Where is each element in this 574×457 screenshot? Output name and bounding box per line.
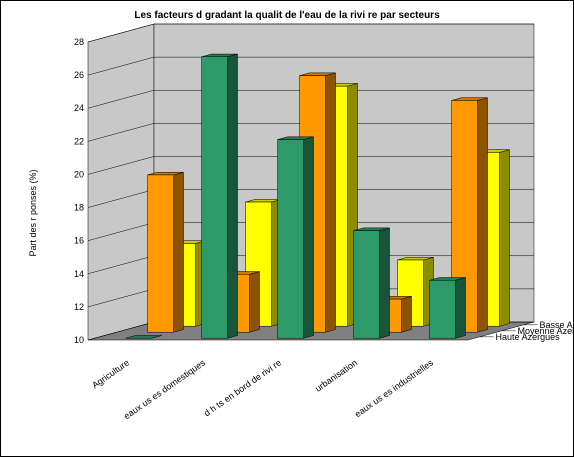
y-tick-label: 24 (74, 103, 84, 113)
y-tick-label: 22 (74, 136, 84, 146)
bar-side (455, 277, 466, 339)
bar (353, 230, 380, 339)
y-axis-label: Part des r ponses (%) (28, 169, 38, 256)
bar-side (379, 227, 390, 339)
y-tick-label: 18 (74, 203, 84, 213)
bar-side (477, 97, 488, 333)
grid-line (87, 23, 534, 43)
y-tick-label: 14 (74, 269, 84, 279)
bar-side (227, 53, 238, 339)
bar (277, 139, 304, 339)
bar (429, 280, 456, 339)
y-tick-label: 20 (74, 169, 84, 179)
bar (147, 174, 174, 333)
bar (201, 56, 228, 339)
grid-line (87, 156, 534, 175)
legend-label: Basse Azergues (540, 320, 574, 330)
grid-line (87, 89, 534, 109)
bar-side (303, 136, 314, 339)
legend-label: Moyenne Azergues (518, 326, 574, 336)
bar-top (125, 335, 162, 339)
grid-line (87, 56, 534, 76)
y-tick-label: 28 (74, 37, 84, 47)
bar-side (499, 149, 510, 327)
bar-side (249, 271, 260, 333)
bar-side (173, 171, 184, 333)
chart-title: Les facteurs d gradant la qualit de l'ea… (134, 10, 440, 21)
legend-label: Haute Azergues (496, 332, 561, 342)
y-tick-label: 12 (74, 302, 84, 312)
y-tick-label: 10 (74, 335, 84, 345)
bar-side (325, 72, 336, 333)
grid-line (87, 123, 534, 142)
bar-side (401, 296, 412, 333)
side-wall (87, 23, 155, 341)
y-tick-label: 26 (74, 70, 84, 80)
y-tick-label: 16 (74, 236, 84, 246)
